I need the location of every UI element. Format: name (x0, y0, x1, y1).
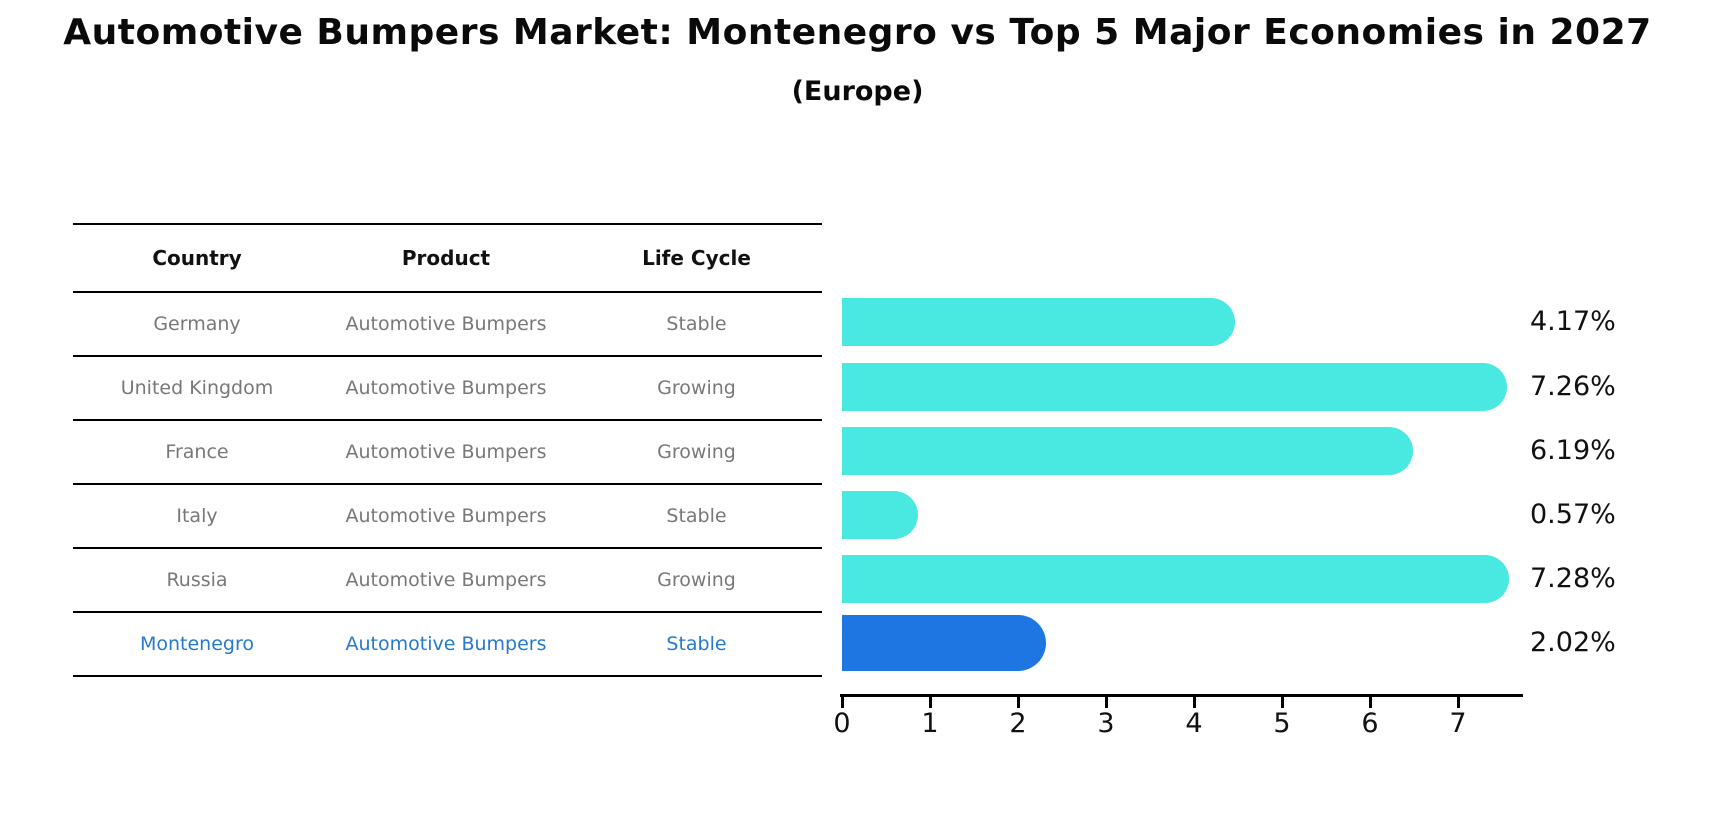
cell-country: Montenegro (139, 633, 254, 655)
header-country: Country (152, 246, 242, 270)
cell-product: Automotive Bumpers (345, 569, 547, 591)
chart-subtitle: (Europe) (791, 76, 924, 107)
x-axis-tick-label: 6 (1361, 708, 1379, 739)
bar-russia (842, 555, 1509, 603)
x-axis-tick (1369, 696, 1372, 708)
x-axis-tick-label: 4 (1185, 708, 1203, 739)
table-row: Russia Automotive Bumpers Growing (73, 549, 822, 613)
bar-montenegro-highlight (842, 615, 1046, 671)
table-row: Germany Automotive Bumpers Stable (73, 293, 822, 357)
country-table: Country Product Life Cycle Germany Autom… (73, 223, 822, 677)
cell-product: Automotive Bumpers (345, 441, 547, 463)
cell-life-cycle: Growing (657, 569, 736, 591)
value-label-france: 6.19% (1530, 435, 1616, 466)
cell-life-cycle: Growing (657, 441, 736, 463)
table-header-row: Country Product Life Cycle (73, 225, 822, 293)
value-label-russia: 7.28% (1530, 563, 1616, 594)
x-axis-tick-label: 1 (921, 708, 939, 739)
header-life-cycle: Life Cycle (642, 246, 751, 270)
x-axis-tick-label: 2 (1009, 708, 1027, 739)
cell-life-cycle: Stable (666, 505, 727, 527)
x-axis-tick (1193, 696, 1196, 708)
cell-life-cycle: Growing (657, 377, 736, 399)
value-label-germany: 4.17% (1530, 306, 1616, 337)
cell-life-cycle: Stable (666, 633, 727, 655)
bar-france (842, 427, 1413, 475)
value-label-united-kingdom: 7.26% (1530, 371, 1616, 402)
header-product: Product (401, 246, 491, 270)
x-axis-tick (1457, 696, 1460, 708)
value-label-montenegro: 2.02% (1530, 627, 1616, 658)
table-row: France Automotive Bumpers Growing (73, 421, 822, 485)
x-axis-tick (929, 696, 932, 708)
cell-product: Automotive Bumpers (345, 633, 547, 655)
x-axis-line (840, 694, 1523, 697)
bar-united-kingdom (842, 363, 1507, 411)
x-axis-tick (1281, 696, 1284, 708)
x-axis-tick (1017, 696, 1020, 708)
value-label-italy: 0.57% (1530, 499, 1616, 530)
cell-life-cycle: Stable (666, 313, 727, 335)
cell-product: Automotive Bumpers (345, 505, 547, 527)
table-row-montenegro-highlight: Montenegro Automotive Bumpers Stable (73, 613, 822, 677)
table-row: Italy Automotive Bumpers Stable (73, 485, 822, 549)
cell-country: United Kingdom (120, 377, 274, 399)
cell-product: Automotive Bumpers (345, 377, 547, 399)
x-axis-tick-label: 5 (1273, 708, 1291, 739)
cell-country: Italy (176, 505, 218, 527)
cell-product: Automotive Bumpers (345, 313, 547, 335)
x-axis-tick (841, 696, 844, 708)
chart-title: Automotive Bumpers Market: Montenegro vs… (63, 12, 1652, 53)
bar-germany (842, 298, 1235, 346)
bar-italy (842, 491, 918, 539)
x-axis-tick-label: 3 (1097, 708, 1115, 739)
cell-country: France (165, 441, 229, 463)
table-row: United Kingdom Automotive Bumpers Growin… (73, 357, 822, 421)
x-axis-tick-label: 7 (1449, 708, 1467, 739)
cell-country: Germany (153, 313, 241, 335)
cell-country: Russia (166, 569, 228, 591)
x-axis-tick (1105, 696, 1108, 708)
x-axis-tick-label: 0 (833, 708, 851, 739)
